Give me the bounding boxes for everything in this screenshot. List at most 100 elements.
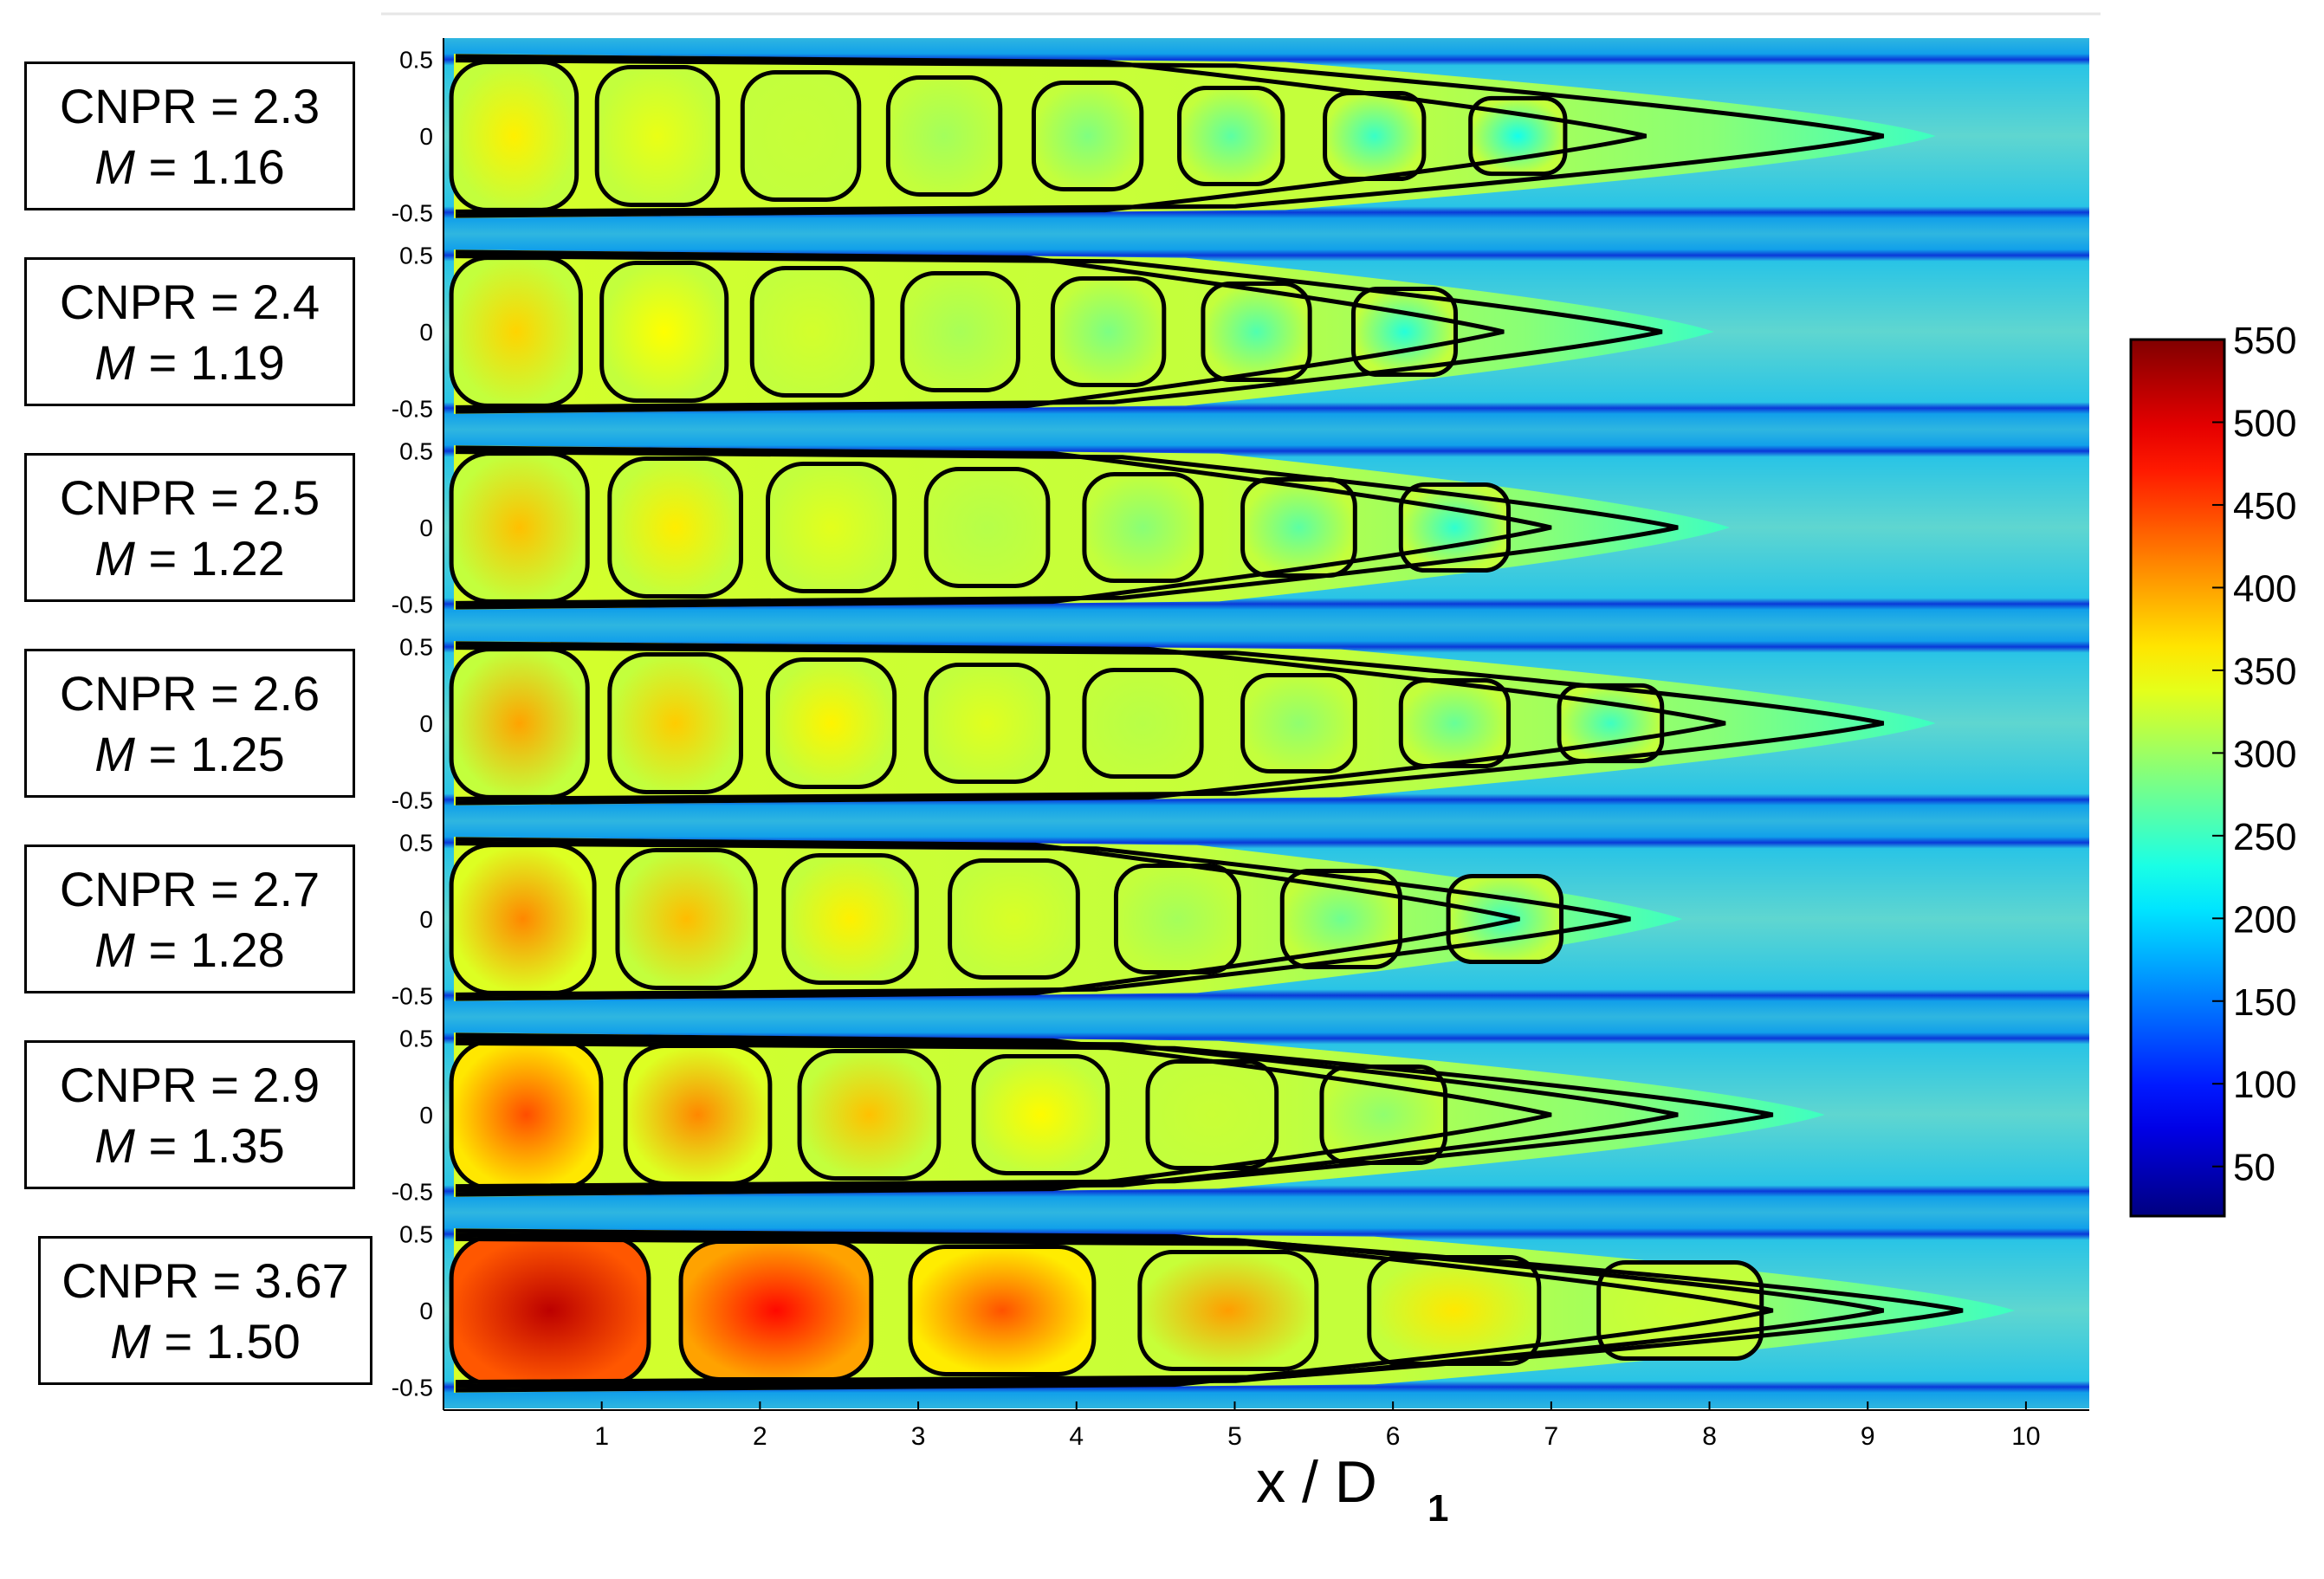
shock-cell [1050,275,1167,388]
x-tick-label: 4 [1069,1422,1084,1451]
y-tick-label: 0.5 [399,633,433,660]
shock-cell [1137,1250,1319,1371]
colorbar-tick-label: 250 [2233,816,2296,858]
y-tick-label: 0 [419,319,433,346]
shock-cell [1201,281,1312,383]
x-axis: 1 2 3 4 5 6 7 8 9 10 x / D 1 [443,38,2089,1530]
y-tick-label: -0.5 [392,787,433,814]
shock-cell [1082,667,1204,780]
shock-cell [740,70,862,202]
contour-line [455,1233,1885,1388]
x-tick-label: 9 [1861,1422,1875,1451]
x-tick-label: 1 [594,1422,609,1451]
mach-value: M = 1.25 [94,727,285,781]
shock-cell [900,271,1020,392]
y-tick-label: -0.5 [392,200,433,227]
colorbar-gradient [2129,338,2226,1218]
y-tick-label: -0.5 [392,1179,433,1206]
mach-value: M = 1.22 [94,531,285,586]
colorbar-tick-label: 300 [2233,733,2296,775]
shock-cell [1240,476,1357,579]
shock-cell [971,1054,1110,1175]
case-label-7: CNPR = 3.67 M = 1.50 [38,1236,372,1385]
colorbar-tick-label: 200 [2233,898,2296,941]
shock-cell [1323,90,1427,182]
mach-value: M = 1.19 [94,335,285,390]
contour-line [455,1032,1552,1197]
shock-cell [885,75,1003,197]
shock-cell [1279,868,1402,970]
x-tick-label: 2 [753,1422,767,1451]
x-tick-label: 6 [1386,1422,1401,1451]
shock-cell [449,1039,604,1191]
contour-line [455,450,1679,605]
contour-line [455,645,1885,801]
y-tick-label: 0 [419,906,433,933]
shock-cell [449,1234,651,1387]
cnpr-value: CNPR = 3.67 [61,1253,349,1308]
shock-cell [449,843,597,995]
shock-cell [1350,286,1458,378]
cnpr-value: CNPR = 2.9 [59,1058,320,1112]
shock-cell [1145,1058,1279,1171]
y-tick-label: -0.5 [392,396,433,423]
mach-value: M = 1.28 [94,922,285,977]
panel-5: -0.5 0 0.5 [392,821,2089,1017]
colorbar-tick-label: 350 [2233,650,2296,693]
panel-6: -0.5 0 0.5 [392,1017,2089,1213]
panel-2: -0.5 0 0.5 [392,234,2089,430]
contour-line [455,1236,1964,1385]
shock-cell [1177,85,1285,187]
shock-cell [1082,471,1204,584]
case-label-6: CNPR = 2.9 M = 1.35 [24,1040,355,1189]
shock-cell [615,848,758,990]
contour-line [455,1040,1774,1189]
y-tick-label: 0.5 [399,242,433,269]
case-label-2: CNPR = 2.4 M = 1.19 [24,257,355,406]
cnpr-value: CNPR = 2.7 [59,862,320,916]
shock-cell [678,1239,874,1382]
shock-cell [1240,672,1357,774]
contour-line [455,841,1631,997]
y-tick-label: 0 [419,1297,433,1324]
cnpr-value: CNPR = 2.4 [59,275,320,329]
shock-cell [908,1245,1097,1376]
shock-cell [766,462,897,593]
x-tick-label: 3 [911,1422,926,1451]
colorbar-tick-label: 550 [2233,320,2296,362]
contour-line [455,254,1663,410]
shock-cell [1557,683,1665,764]
x-tick-label: 8 [1702,1422,1717,1451]
contour-line [455,1228,1774,1393]
panel-7: -0.5 0 0.5 [392,1213,2089,1408]
contour-line [455,54,1648,218]
x-axis-label-subscript: 1 [1427,1487,1448,1530]
panels: -0.5 0 0.5 -0.5 0 0.5 -0.5 0 0.5 -0.5 0 0.5 -0.5 0 0.5… [392,38,2089,1408]
shock-cell [923,467,1051,588]
y-tick-label: -0.5 [392,592,433,618]
mach-value: M = 1.16 [94,139,285,194]
shock-cell [607,456,743,599]
case-label-5: CNPR = 2.7 M = 1.28 [24,845,355,993]
x-tick-label: 7 [1544,1422,1559,1451]
shock-cell [948,858,1080,980]
y-tick-label: 0.5 [399,1220,433,1247]
y-tick-label: 0.5 [399,46,433,73]
shock-cell [1031,80,1144,192]
cnpr-value: CNPR = 2.5 [59,470,320,525]
shock-cell [797,1049,942,1181]
y-tick-label: 0 [419,514,433,541]
shock-cell [594,65,721,207]
contour-line [455,445,1552,610]
shock-cell [623,1044,773,1186]
contour-line [455,249,1505,414]
y-tick-label: -0.5 [392,1375,433,1401]
shock-cell [766,657,897,789]
case-label-3: CNPR = 2.5 M = 1.22 [24,453,355,602]
mach-value: M = 1.50 [110,1314,301,1369]
shock-cell [449,256,583,408]
colorbar-tick-label: 50 [2233,1147,2275,1189]
x-tick-label: 5 [1227,1422,1242,1451]
mach-value: M = 1.35 [94,1118,285,1173]
colorbar-tick-label: 450 [2233,485,2296,527]
